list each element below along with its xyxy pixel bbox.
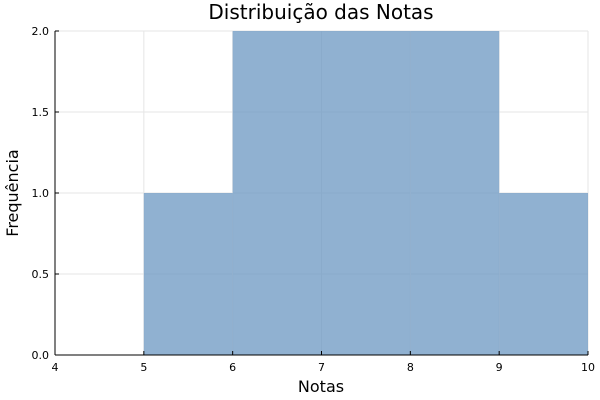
chart-title: Distribuição das Notas [208, 0, 433, 24]
histogram-bar [499, 193, 588, 355]
x-tick-label: 4 [52, 361, 59, 374]
histogram-bar [410, 31, 500, 355]
x-tick-label: 7 [318, 361, 325, 374]
x-tick-label: 8 [407, 361, 414, 374]
y-ticks: 0.0 0.5 1.0 1.5 2.0 [32, 25, 59, 362]
histogram-bars [143, 31, 588, 355]
y-tick-label: 0.5 [32, 268, 50, 281]
x-ticks: 4 5 6 7 8 9 10 [52, 351, 595, 374]
y-tick-label: 1.5 [32, 106, 50, 119]
histogram-bar [143, 193, 233, 355]
y-tick-label: 1.0 [32, 187, 50, 200]
x-tick-label: 5 [140, 361, 147, 374]
x-tick-label: 9 [496, 361, 503, 374]
histogram-bar [321, 31, 411, 355]
x-tick-label: 6 [229, 361, 236, 374]
y-tick-label: 0.0 [32, 349, 50, 362]
x-axis-label: Notas [298, 377, 344, 396]
x-tick-label: 10 [581, 361, 595, 374]
y-tick-label: 2.0 [32, 25, 50, 38]
y-axis-label: Frequência [3, 149, 22, 236]
histogram-bar [232, 31, 322, 355]
